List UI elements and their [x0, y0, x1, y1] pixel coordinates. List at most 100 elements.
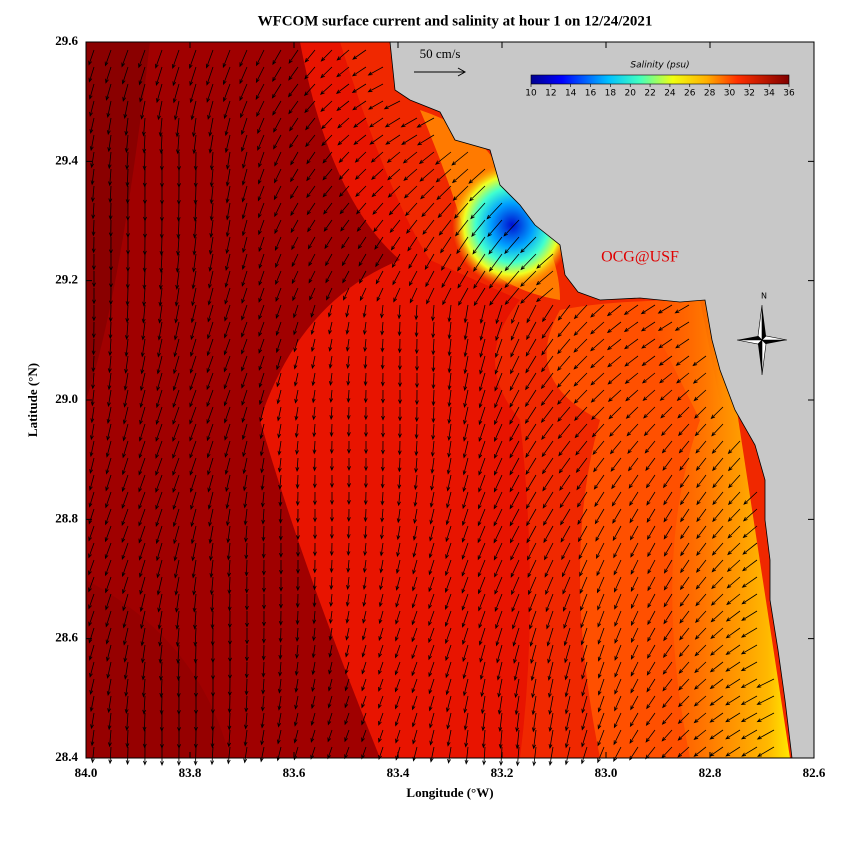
current-arrow	[509, 525, 520, 544]
current-arrow	[327, 678, 333, 692]
current-arrow	[559, 491, 571, 509]
current-arrow	[374, 236, 384, 250]
current-arrow	[414, 321, 419, 338]
current-arrow	[142, 287, 146, 307]
current-arrow	[412, 525, 418, 541]
current-arrow	[328, 661, 333, 675]
current-arrow	[175, 253, 180, 273]
current-arrow	[156, 355, 163, 375]
current-arrow	[173, 525, 180, 545]
current-arrow	[140, 338, 146, 358]
current-arrow	[362, 304, 367, 319]
current-arrow	[662, 661, 673, 675]
current-arrow	[323, 219, 333, 232]
current-arrow	[422, 219, 435, 235]
current-arrow	[125, 304, 130, 324]
current-arrow	[328, 321, 333, 335]
current-arrow	[740, 627, 758, 638]
current-arrow	[206, 406, 214, 425]
current-arrow	[193, 644, 198, 664]
current-arrow	[174, 593, 180, 613]
current-arrow	[90, 746, 95, 764]
current-arrow	[278, 474, 283, 490]
current-arrow	[175, 270, 180, 290]
current-arrow	[629, 525, 639, 541]
current-arrow	[176, 219, 181, 239]
current-arrow	[741, 576, 758, 588]
current-arrow	[307, 236, 316, 250]
current-arrow	[711, 423, 724, 437]
current-arrow	[224, 423, 231, 441]
current-arrow	[415, 355, 419, 372]
current-arrow	[541, 355, 554, 373]
current-arrow	[679, 610, 690, 624]
current-arrow	[209, 219, 214, 239]
current-arrow	[91, 338, 96, 356]
current-arrow	[363, 406, 368, 421]
credit: OCG@USF	[601, 249, 679, 266]
current-arrow	[295, 474, 300, 490]
current-arrow	[595, 525, 605, 542]
current-arrow	[510, 542, 520, 561]
current-arrow	[326, 287, 333, 301]
current-arrow	[381, 423, 385, 438]
current-arrow	[477, 508, 486, 527]
current-arrow	[330, 492, 334, 506]
current-arrow	[174, 576, 180, 596]
current-arrow	[579, 559, 588, 577]
current-arrow	[304, 49, 316, 63]
current-arrow	[693, 746, 707, 757]
current-arrow	[463, 372, 469, 392]
current-arrow	[363, 372, 368, 387]
current-arrow	[558, 440, 571, 457]
current-arrow	[462, 627, 469, 645]
current-arrow	[614, 593, 622, 610]
current-arrow	[740, 712, 758, 723]
current-arrow	[573, 389, 588, 404]
current-arrow	[260, 457, 265, 474]
colorbar-title: Salinity (psu)	[630, 61, 689, 71]
current-arrow	[711, 542, 724, 556]
current-arrow	[468, 185, 486, 202]
current-arrow	[262, 576, 266, 593]
current-arrow	[89, 678, 95, 696]
current-arrow	[397, 457, 402, 473]
current-arrow	[591, 423, 605, 438]
current-arrow	[310, 746, 316, 760]
current-arrow	[544, 542, 554, 561]
current-arrow	[573, 338, 588, 353]
current-arrow	[527, 559, 537, 578]
current-arrow	[543, 508, 554, 526]
current-arrow	[640, 304, 656, 315]
current-arrow	[381, 406, 385, 421]
current-arrow	[712, 491, 724, 506]
current-arrow	[261, 508, 266, 525]
current-arrow	[226, 746, 231, 765]
current-arrow	[695, 576, 707, 590]
current-arrow	[242, 236, 248, 254]
current-arrow	[121, 559, 129, 578]
current-arrow	[296, 543, 300, 558]
current-arrow	[244, 712, 248, 730]
current-arrow	[456, 236, 469, 255]
current-arrow	[710, 644, 724, 656]
current-arrow	[207, 474, 214, 493]
current-arrow	[626, 423, 639, 437]
current-arrow	[223, 372, 231, 390]
current-arrow	[397, 474, 402, 490]
current-arrow	[463, 423, 469, 442]
current-arrow	[244, 593, 249, 611]
current-arrow	[345, 610, 350, 624]
current-arrow	[223, 355, 231, 373]
current-arrow	[611, 491, 622, 507]
current-arrow	[385, 134, 401, 145]
current-arrow	[540, 372, 554, 390]
current-arrow	[142, 712, 147, 732]
current-arrow	[645, 729, 656, 743]
current-arrow	[327, 712, 333, 726]
current-arrow	[361, 627, 367, 641]
current-arrow	[241, 168, 248, 186]
current-arrow	[343, 287, 350, 301]
colorbar-tick-label: 34	[763, 89, 775, 99]
current-arrow	[661, 423, 673, 437]
